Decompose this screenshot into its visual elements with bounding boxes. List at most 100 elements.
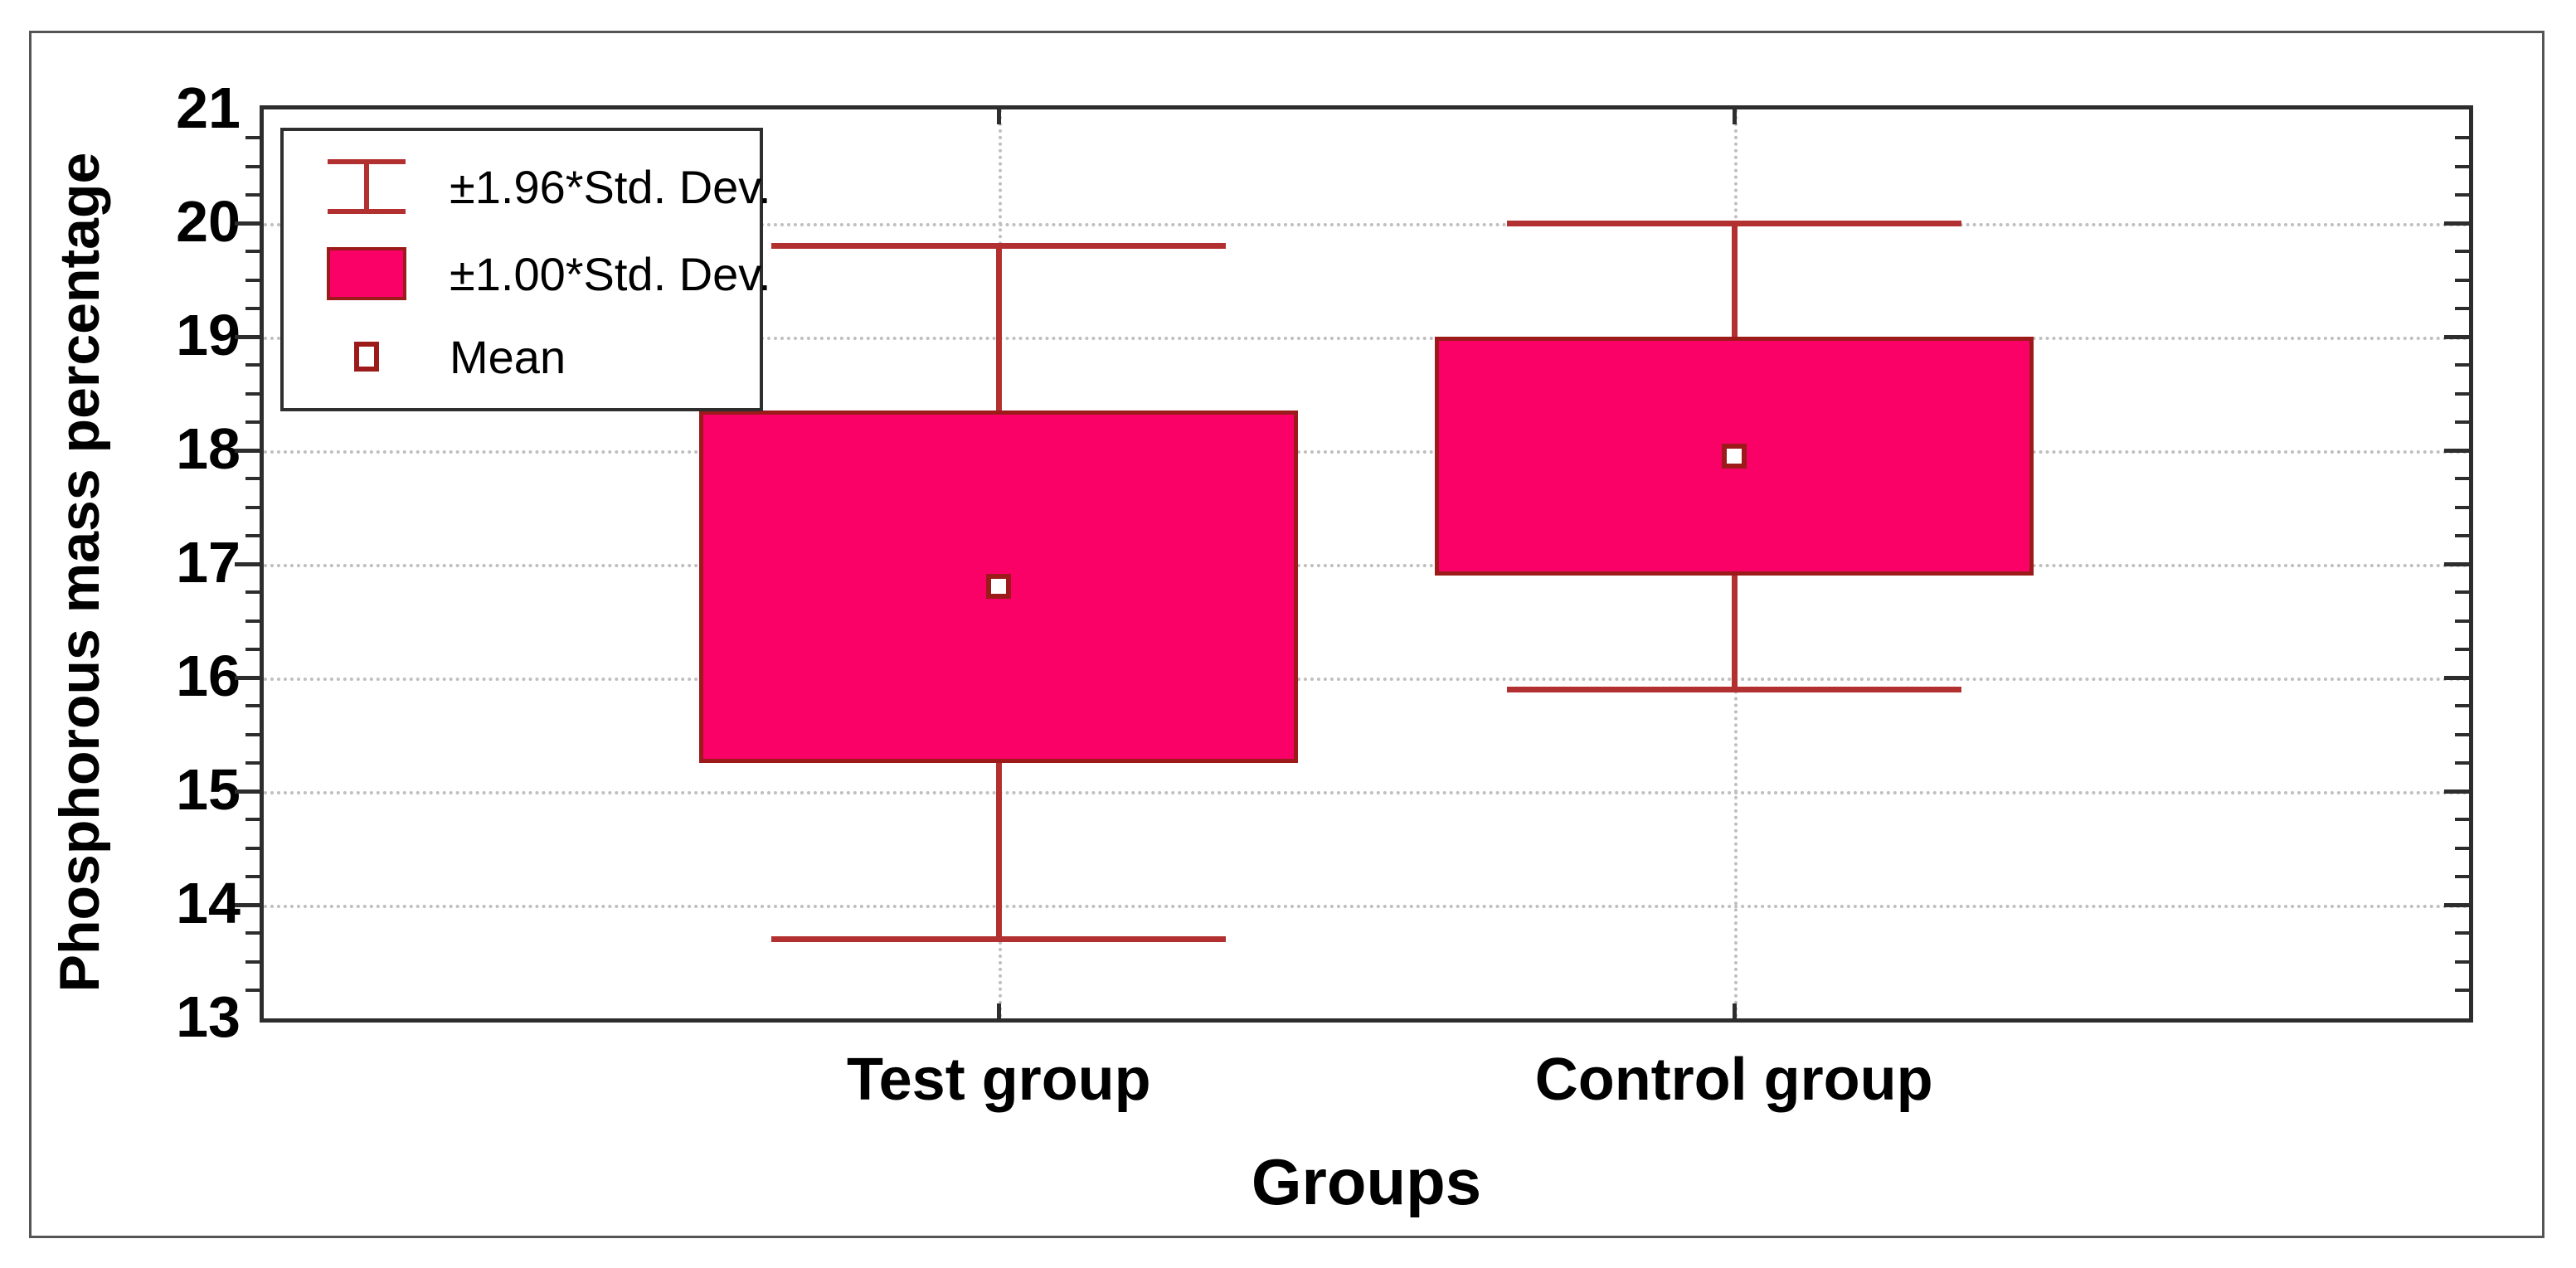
- gridline-horizontal: [264, 337, 2469, 340]
- y-tick-label: 18: [176, 415, 241, 481]
- legend-label-mean: Mean: [450, 330, 566, 383]
- x-category-tick-bottom: [997, 1003, 1002, 1018]
- y-tick-label: 20: [176, 188, 241, 254]
- y-minor-tick-right: [2455, 931, 2469, 935]
- y-tick-label: 15: [176, 756, 241, 822]
- legend: ±1.96*Std. Dev. ±1.00*Std. Dev. Mean: [280, 128, 771, 411]
- y-minor-tick: [245, 192, 260, 197]
- gridline-horizontal: [264, 791, 2469, 794]
- y-minor-tick: [245, 647, 260, 651]
- x-category-label: Test group: [847, 1047, 1151, 1113]
- y-minor-tick-right: [2455, 704, 2469, 708]
- y-minor-tick: [245, 136, 260, 140]
- legend-item-error-bar: ±1.96*Std. Dev.: [284, 155, 771, 218]
- y-minor-tick-right: [2455, 760, 2469, 765]
- error-bar-icon: [284, 155, 450, 218]
- mean-marker: [986, 574, 1012, 600]
- legend-label-std-dev-box: ±1.00*Std. Dev.: [450, 247, 771, 300]
- std-dev-box-icon: [284, 247, 450, 301]
- gridline-horizontal: [264, 223, 2469, 226]
- y-minor-tick: [245, 420, 260, 424]
- y-minor-tick-right: [2455, 391, 2469, 396]
- y-tick-label: 17: [176, 529, 241, 595]
- x-axis-title: Groups: [1251, 1145, 1482, 1218]
- y-minor-tick: [245, 590, 260, 595]
- y-minor-tick: [245, 732, 260, 736]
- y-major-tick: [235, 449, 260, 453]
- y-minor-tick: [245, 960, 260, 964]
- y-minor-tick-right: [2455, 477, 2469, 481]
- y-major-tick: [235, 789, 260, 794]
- y-minor-tick-right: [2455, 732, 2469, 736]
- y-major-tick-right: [2444, 903, 2469, 907]
- gridline-horizontal: [264, 450, 2469, 454]
- y-major-tick-right: [2444, 449, 2469, 453]
- y-minor-tick-right: [2455, 619, 2469, 623]
- y-tick-label: 19: [176, 302, 241, 367]
- gridline-horizontal: [264, 564, 2469, 567]
- y-major-tick-right: [2444, 676, 2469, 680]
- y-major-tick-right: [2444, 221, 2469, 226]
- y-minor-tick-right: [2455, 505, 2469, 509]
- legend-label-error-bar: ±1.96*Std. Dev.: [450, 160, 771, 213]
- y-minor-tick: [245, 818, 260, 822]
- y-minor-tick-right: [2455, 306, 2469, 310]
- y-minor-tick-right: [2455, 164, 2469, 168]
- x-category-label: Control group: [1534, 1047, 1933, 1113]
- y-minor-tick-right: [2455, 533, 2469, 537]
- y-minor-tick: [245, 278, 260, 282]
- y-tick-label: 13: [176, 984, 241, 1049]
- y-minor-tick-right: [2455, 420, 2469, 424]
- y-minor-tick: [245, 391, 260, 396]
- y-minor-tick-right: [2455, 278, 2469, 282]
- y-minor-tick: [245, 533, 260, 537]
- y-minor-tick-right: [2455, 136, 2469, 140]
- whisker-cap-top: [771, 243, 1227, 250]
- y-minor-tick: [245, 988, 260, 992]
- y-minor-tick-right: [2455, 363, 2469, 367]
- y-tick-label: 16: [176, 643, 241, 708]
- x-category-tick-bottom: [1732, 1003, 1737, 1018]
- x-category-tick-top: [997, 109, 1002, 124]
- y-minor-tick-right: [2455, 192, 2469, 197]
- y-major-tick: [235, 903, 260, 907]
- y-minor-tick-right: [2455, 874, 2469, 878]
- plot-layers: [235, 109, 2469, 1018]
- plot-area: ±1.96*Std. Dev. ±1.00*Std. Dev. Mean: [235, 105, 2473, 1023]
- y-major-tick: [235, 335, 260, 339]
- x-axis-category-labels: Test group Control group: [264, 1046, 2469, 1129]
- whisker-cap-bottom: [771, 936, 1227, 943]
- y-major-tick-right: [2444, 562, 2469, 566]
- y-minor-tick-right: [2455, 647, 2469, 651]
- y-minor-tick: [245, 704, 260, 708]
- gridline-horizontal: [264, 905, 2469, 908]
- mean-marker-swatch: [354, 342, 379, 372]
- y-minor-tick: [245, 250, 260, 254]
- y-major-tick: [235, 562, 260, 566]
- gridline-horizontal: [264, 678, 2469, 681]
- y-major-tick-right: [2444, 789, 2469, 794]
- y-minor-tick-right: [2455, 818, 2469, 822]
- y-minor-tick: [245, 874, 260, 878]
- y-tick-label: 21: [176, 75, 241, 140]
- y-axis-tick-labels: 13 14 15 16 17 18 19 20 21: [32, 33, 241, 1236]
- y-tick-label: 14: [176, 870, 241, 935]
- y-major-tick: [235, 221, 260, 226]
- y-minor-tick: [245, 363, 260, 367]
- y-minor-tick: [245, 477, 260, 481]
- error-bar-icon-svg: [328, 159, 406, 215]
- y-minor-tick-right: [2455, 250, 2469, 254]
- y-minor-tick-right: [2455, 988, 2469, 992]
- whisker-cap-top: [1506, 221, 1961, 226]
- y-minor-tick-right: [2455, 590, 2469, 595]
- y-minor-tick: [245, 931, 260, 935]
- y-major-tick-right: [2444, 335, 2469, 339]
- y-minor-tick: [245, 619, 260, 623]
- figure-border: Phosphorous mass percentage 13 14 15 16 17 18…: [29, 31, 2544, 1238]
- mean-marker: [1721, 443, 1747, 469]
- y-minor-tick-right: [2455, 960, 2469, 964]
- legend-item-std-dev-box: ±1.00*Std. Dev.: [284, 247, 771, 301]
- x-category-tick-top: [1732, 109, 1737, 124]
- y-minor-tick: [245, 164, 260, 168]
